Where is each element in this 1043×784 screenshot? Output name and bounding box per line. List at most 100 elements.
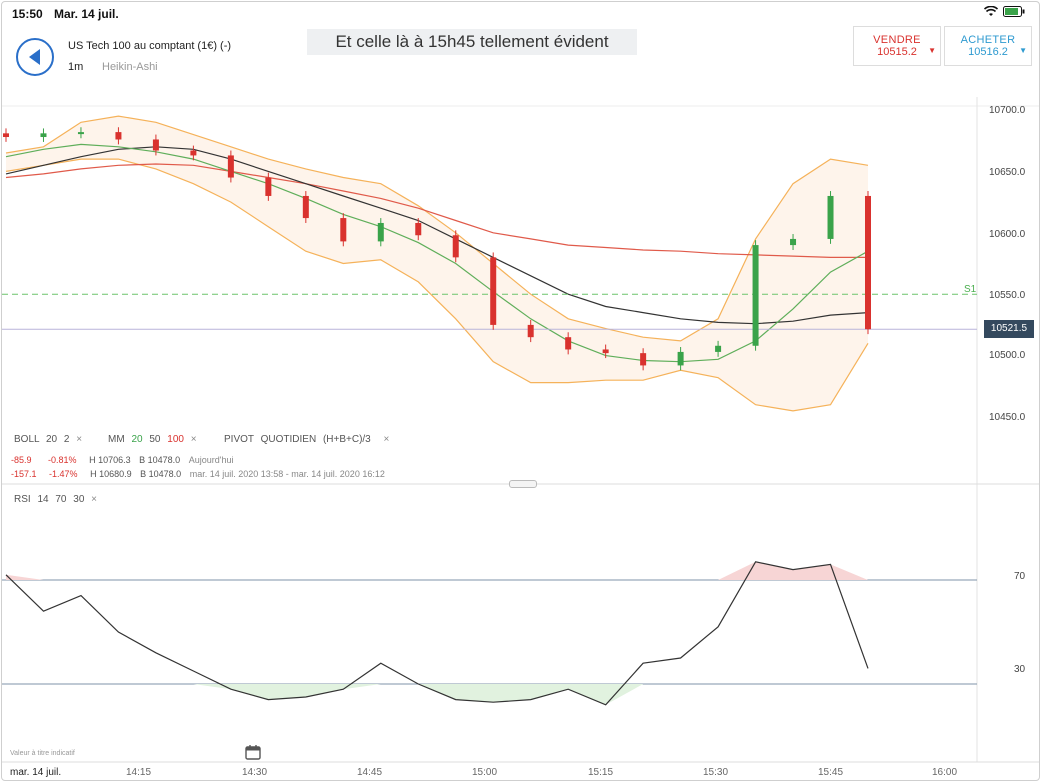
- buy-price: 10516.2: [968, 46, 1008, 58]
- y-tick: 10550.0: [989, 290, 1026, 301]
- y-tick: 10650.0: [989, 167, 1026, 178]
- back-button[interactable]: [16, 38, 54, 76]
- status-time: 15:50: [12, 7, 43, 21]
- rsi-p3: 30: [73, 494, 85, 505]
- candle-up: [790, 238, 797, 246]
- candle-down: [302, 195, 309, 219]
- sell-label: VENDRE: [873, 34, 921, 46]
- boll-legend[interactable]: BOLL 20 2 ×: [14, 434, 82, 445]
- x-tick: 16:00: [932, 767, 958, 778]
- pivot-legend[interactable]: PIVOT QUOTIDIEN (H+B+C)/3 ×: [224, 434, 389, 445]
- y-tick: 10450.0: [989, 412, 1026, 423]
- boll-p2: 2: [63, 434, 70, 445]
- rsi-close-icon[interactable]: ×: [91, 494, 98, 505]
- y-tick: 10600.0: [989, 229, 1026, 240]
- boll-close-icon[interactable]: ×: [76, 434, 83, 445]
- x-tick: 14:30: [242, 767, 268, 778]
- mm-close-icon[interactable]: ×: [190, 434, 197, 445]
- range-low: B 10478.0: [140, 469, 182, 479]
- calendar-icon[interactable]: [245, 744, 261, 760]
- pivot-close-icon[interactable]: ×: [383, 434, 390, 445]
- last-price-badge: 10521.5: [984, 320, 1034, 338]
- rsi-line: [5, 561, 869, 706]
- back-arrow-icon: [29, 49, 40, 65]
- timeframe-selector[interactable]: 1m: [68, 61, 84, 73]
- wifi-icon: [984, 6, 998, 16]
- info-row-range: -157.1 -1.47% H 10680.9 B 10478.0 mar. 1…: [11, 469, 385, 479]
- chart-type-selector[interactable]: Heikin-Ashi: [102, 61, 158, 73]
- today-pct: -0.81%: [48, 455, 77, 465]
- today-low: B 10478.0: [139, 455, 181, 465]
- status-bar: 15:50 Mar. 14 juil.: [2, 2, 1039, 24]
- candle-down: [227, 155, 234, 178]
- x-axis-date: mar. 14 juil.: [10, 767, 62, 778]
- sell-button[interactable]: VENDRE 10515.2 ▼: [853, 26, 941, 66]
- candle-down: [3, 133, 9, 138]
- x-tick: 15:15: [588, 767, 614, 778]
- x-tick: 15:00: [472, 767, 498, 778]
- candle-down: [265, 177, 272, 196]
- candle-down: [152, 139, 159, 151]
- candle-down: [640, 353, 647, 366]
- buy-label: ACHETER: [960, 34, 1016, 46]
- candle-up: [715, 345, 722, 352]
- candle-up: [377, 222, 384, 242]
- rsi-oversold-fill: [6, 684, 868, 705]
- candle-up: [677, 351, 684, 366]
- candle-down: [340, 218, 347, 242]
- range-change: -157.1: [11, 469, 37, 479]
- y-tick: 10700.0: [989, 105, 1026, 116]
- candle-down: [115, 132, 122, 140]
- mm-p1: 20: [131, 434, 143, 445]
- rsi-legend[interactable]: RSI 14 70 30 ×: [14, 494, 97, 505]
- candle-down: [490, 257, 497, 325]
- boll-p1: 20: [45, 434, 58, 445]
- range-pct: -1.47%: [49, 469, 78, 479]
- mm-p3: 100: [167, 434, 184, 445]
- ma50-line: [5, 146, 869, 325]
- buy-caret-icon: ▼: [1019, 46, 1027, 55]
- mm-name: MM: [108, 434, 125, 445]
- candle-down: [452, 235, 459, 258]
- range-high: H 10680.9: [90, 469, 132, 479]
- y-tick: 10500.0: [989, 350, 1026, 361]
- info-row-today: -85.9 -0.81% H 10706.3 B 10478.0 Aujourd…: [11, 455, 233, 465]
- candle-down: [190, 150, 197, 156]
- pivot-formula: (H+B+C)/3: [322, 434, 371, 445]
- x-tick: 15:30: [703, 767, 729, 778]
- mm-p2: 50: [149, 434, 161, 445]
- candle-down: [865, 195, 871, 330]
- boll-name: BOLL: [14, 434, 40, 445]
- candle-up: [77, 132, 84, 135]
- instrument-name[interactable]: US Tech 100 au comptant (1€) (-): [68, 40, 232, 52]
- rsi-tick: 30: [1014, 664, 1026, 675]
- sell-price: 10515.2: [877, 46, 917, 58]
- mm-legend[interactable]: MM 20 50 100 ×: [108, 434, 197, 445]
- sell-caret-icon: ▼: [928, 46, 936, 55]
- candle-up: [827, 195, 834, 239]
- candle-down: [527, 324, 534, 338]
- rsi-name: RSI: [14, 494, 31, 505]
- today-high: H 10706.3: [89, 455, 131, 465]
- caption-overlay: Et celle là à 15h45 tellement évident: [307, 29, 637, 55]
- status-icons: [984, 6, 1025, 17]
- x-tick: 14:45: [357, 767, 383, 778]
- bollinger-band-fill: [6, 116, 868, 411]
- today-period: Aujourd'hui: [188, 455, 234, 465]
- pane-resize-handle[interactable]: [509, 480, 537, 488]
- buy-button[interactable]: ACHETER 10516.2 ▼: [944, 26, 1032, 66]
- bollinger-upper-line: [5, 115, 869, 342]
- indicative-note: Valeur à titre indicatif: [10, 750, 75, 757]
- bollinger-lower-line: [5, 158, 869, 412]
- pivot-mode: QUOTIDIEN: [260, 434, 317, 445]
- range-period: mar. 14 juil. 2020 13:58 - mar. 14 juil.…: [189, 469, 385, 479]
- today-change: -85.9: [11, 455, 32, 465]
- pivot-s1-label: S1: [964, 284, 977, 295]
- candle-down: [602, 349, 609, 354]
- battery-icon: [1003, 6, 1025, 17]
- rsi-p2: 70: [55, 494, 67, 505]
- rsi-overbought-fill: [6, 561, 868, 580]
- rsi-tick: 70: [1014, 571, 1026, 582]
